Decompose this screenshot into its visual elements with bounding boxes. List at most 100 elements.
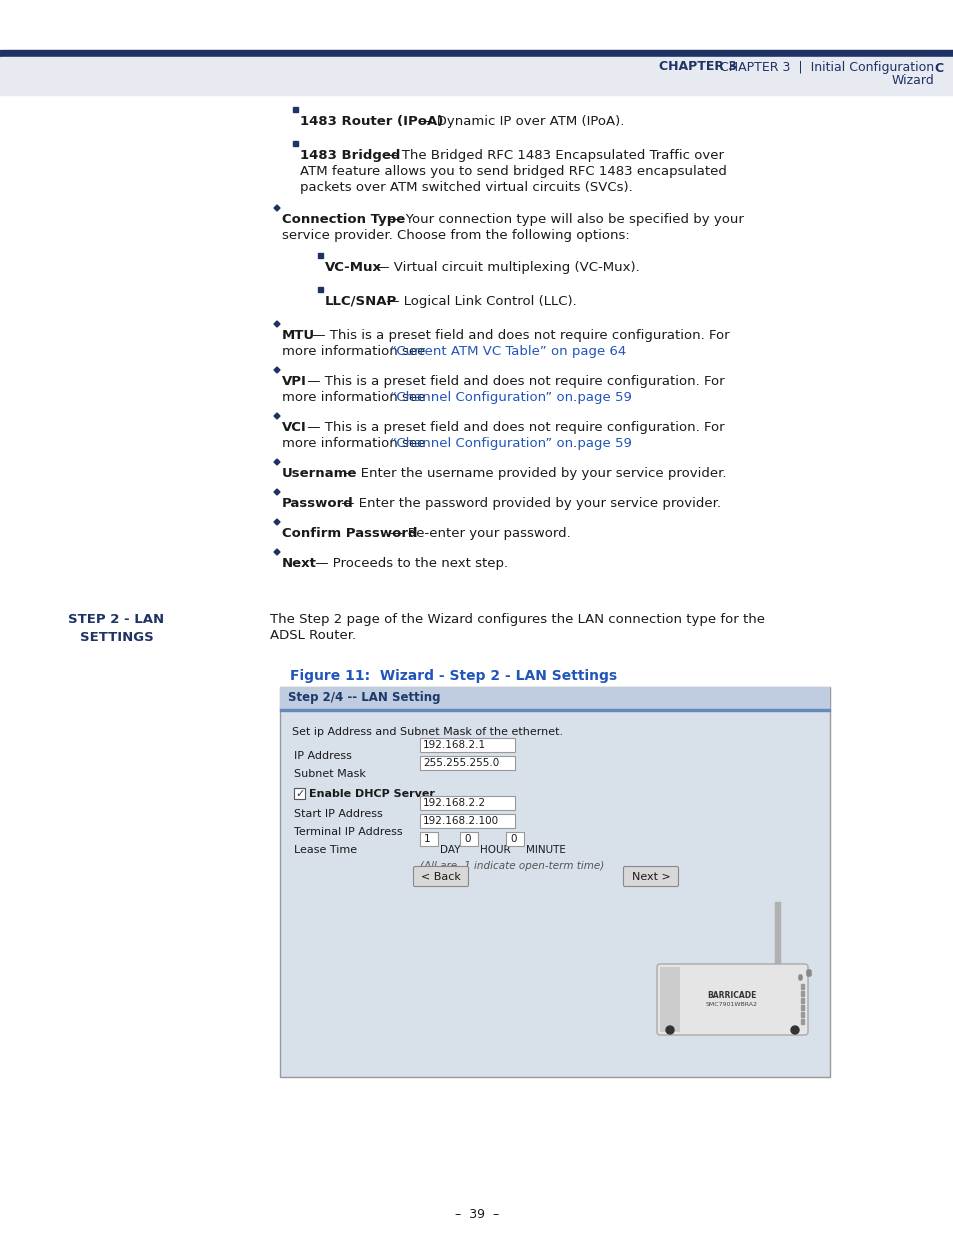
- Circle shape: [790, 1026, 799, 1034]
- Bar: [806, 969, 809, 974]
- Bar: [801, 984, 803, 989]
- Text: HOUR: HOUR: [479, 845, 510, 855]
- Text: VC-Mux: VC-Mux: [325, 261, 381, 274]
- Bar: [801, 1019, 803, 1024]
- Text: 192.168.2.100: 192.168.2.100: [422, 816, 498, 826]
- FancyBboxPatch shape: [413, 867, 468, 887]
- Text: — This is a preset field and does not require configuration. For: — This is a preset field and does not re…: [303, 421, 724, 433]
- Text: more information see: more information see: [282, 391, 429, 404]
- Text: (All are -1 indicate open-term time): (All are -1 indicate open-term time): [419, 861, 603, 871]
- Polygon shape: [274, 459, 280, 466]
- Bar: [799, 974, 801, 979]
- Text: Next >: Next >: [631, 872, 670, 882]
- Bar: [801, 1005, 803, 1010]
- Text: SMC7901WBRA2: SMC7901WBRA2: [705, 1003, 758, 1008]
- Bar: [280, 709, 829, 710]
- Text: — Enter the username provided by your service provider.: — Enter the username provided by your se…: [338, 467, 726, 480]
- Bar: [806, 969, 809, 974]
- Text: SETTINGS: SETTINGS: [80, 631, 153, 643]
- Bar: [0, 57, 953, 95]
- Text: CHAPTER 3: CHAPTER 3: [659, 61, 737, 74]
- Bar: [806, 969, 809, 974]
- Bar: [0, 49, 953, 57]
- Text: VCI: VCI: [282, 421, 307, 433]
- Text: Connection Type: Connection Type: [282, 212, 405, 226]
- Text: VPI: VPI: [282, 375, 307, 388]
- Bar: [659, 967, 679, 1032]
- Bar: [806, 969, 809, 974]
- Text: — Dynamic IP over ATM (IPoA).: — Dynamic IP over ATM (IPoA).: [415, 115, 623, 128]
- Text: 192.168.2.1: 192.168.2.1: [422, 741, 486, 751]
- Text: 1483 Router (IPoA): 1483 Router (IPoA): [299, 115, 443, 128]
- Text: STEP 2 - LAN: STEP 2 - LAN: [68, 613, 164, 626]
- Text: Subnet Mask: Subnet Mask: [294, 769, 366, 779]
- Bar: [799, 974, 801, 979]
- Text: C: C: [933, 62, 943, 74]
- Text: more information see: more information see: [282, 345, 429, 358]
- Bar: [294, 788, 305, 799]
- Bar: [419, 756, 515, 769]
- Text: Username: Username: [282, 467, 357, 480]
- Text: < Back: < Back: [420, 872, 460, 882]
- Text: “Channel Configuration” on page 59: “Channel Configuration” on page 59: [390, 391, 631, 404]
- Bar: [293, 141, 297, 146]
- Polygon shape: [274, 550, 280, 555]
- Polygon shape: [274, 519, 280, 525]
- Text: IP Address: IP Address: [294, 751, 352, 761]
- Bar: [799, 974, 801, 979]
- Bar: [774, 902, 780, 982]
- Bar: [317, 253, 323, 258]
- Text: 0: 0: [510, 835, 516, 845]
- Text: packets over ATM switched virtual circuits (SVCs).: packets over ATM switched virtual circui…: [299, 182, 632, 194]
- Text: Start IP Address: Start IP Address: [294, 809, 382, 819]
- Text: Password: Password: [282, 496, 354, 510]
- Text: — Enter the password provided by your service provider.: — Enter the password provided by your se…: [336, 496, 720, 510]
- Text: — The Bridged RFC 1483 Encapsulated Traffic over: — The Bridged RFC 1483 Encapsulated Traf…: [379, 149, 723, 162]
- Text: Next: Next: [282, 557, 316, 571]
- Text: Enable DHCP Server: Enable DHCP Server: [309, 789, 435, 799]
- Text: Figure 11:  Wizard - Step 2 - LAN Settings: Figure 11: Wizard - Step 2 - LAN Setting…: [290, 669, 617, 683]
- Bar: [806, 969, 809, 974]
- Text: — Your connection type will also be specified by your: — Your connection type will also be spec…: [384, 212, 743, 226]
- Circle shape: [665, 1026, 673, 1034]
- Text: Step 2/4 -- LAN Setting: Step 2/4 -- LAN Setting: [288, 692, 440, 704]
- Bar: [806, 969, 809, 974]
- Bar: [293, 107, 297, 112]
- Bar: [419, 814, 515, 827]
- Text: ATM feature allows you to send bridged RFC 1483 encapsulated: ATM feature allows you to send bridged R…: [299, 165, 726, 178]
- Text: 255.255.255.0: 255.255.255.0: [422, 758, 498, 768]
- Bar: [799, 974, 801, 979]
- Bar: [280, 687, 829, 709]
- Text: — Logical Link Control (LLC).: — Logical Link Control (LLC).: [381, 295, 577, 308]
- Text: 1483 Bridged: 1483 Bridged: [299, 149, 400, 162]
- Text: MTU: MTU: [282, 329, 314, 342]
- Bar: [419, 739, 515, 752]
- Bar: [799, 974, 801, 979]
- Bar: [806, 969, 809, 974]
- Bar: [801, 990, 803, 995]
- Bar: [317, 287, 323, 291]
- Text: — This is a preset field and does not require configuration. For: — This is a preset field and does not re…: [303, 375, 724, 388]
- Polygon shape: [274, 489, 280, 495]
- Bar: [419, 797, 515, 810]
- Text: CHAPTER 3  |  Initial Configuration: CHAPTER 3 | Initial Configuration: [720, 61, 933, 74]
- Text: “Channel Configuration” on page 59: “Channel Configuration” on page 59: [390, 437, 631, 450]
- Text: — Proceeds to the next step.: — Proceeds to the next step.: [311, 557, 508, 571]
- Text: Set ip Address and Subnet Mask of the ethernet.: Set ip Address and Subnet Mask of the et…: [292, 727, 562, 737]
- Text: — Virtual circuit multiplexing (VC-Mux).: — Virtual circuit multiplexing (VC-Mux).: [372, 261, 639, 274]
- Text: ADSL Router.: ADSL Router.: [270, 629, 355, 642]
- Text: The Step 2 page of the Wizard configures the LAN connection type for the: The Step 2 page of the Wizard configures…: [270, 613, 764, 626]
- Text: — This is a preset field and does not require configuration. For: — This is a preset field and does not re…: [308, 329, 729, 342]
- Bar: [419, 832, 437, 846]
- Text: ✓: ✓: [295, 789, 305, 799]
- Bar: [801, 998, 803, 1003]
- Text: Wizard: Wizard: [890, 74, 933, 88]
- Text: –  39  –: – 39 –: [455, 1209, 498, 1221]
- Text: .: .: [573, 437, 577, 450]
- Text: BARRICADE: BARRICADE: [706, 990, 756, 999]
- Text: MINUTE: MINUTE: [525, 845, 565, 855]
- Polygon shape: [274, 205, 280, 211]
- Bar: [505, 832, 523, 846]
- Text: more information see: more information see: [282, 437, 429, 450]
- Text: “Current ATM VC Table” on page 64: “Current ATM VC Table” on page 64: [390, 345, 625, 358]
